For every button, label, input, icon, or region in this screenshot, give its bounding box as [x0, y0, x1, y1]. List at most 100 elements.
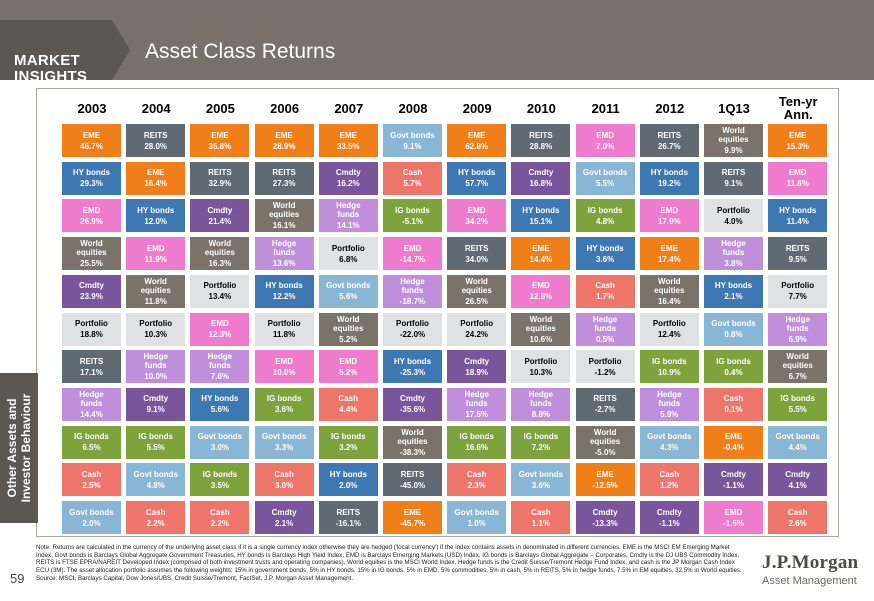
section-sidebar-label: Other Assets and Investor Behaviour — [5, 394, 33, 503]
cell-value: 3.0% — [274, 480, 294, 490]
cell-asset-label: Portfolio — [460, 319, 494, 328]
cell-value: -0.4% — [723, 443, 744, 453]
cell-asset-label: EMD — [211, 319, 229, 328]
cell-govt-bonds: Govt bonds 3.6% — [511, 463, 571, 497]
cell-value: 4.4% — [339, 405, 358, 415]
cell-asset-label: Portfolio — [652, 319, 686, 328]
cell-value: -12.5% — [592, 480, 618, 490]
cell-asset-label: Hedge funds — [721, 239, 746, 258]
cell-value: 28.0% — [144, 141, 168, 151]
cell-value: 35.8% — [208, 141, 232, 151]
cell-asset-label: EME — [147, 168, 165, 178]
cell-asset-label: REITS — [272, 168, 296, 178]
cell-value: 12.3% — [208, 330, 232, 339]
column-header: 2007 — [334, 100, 364, 116]
cell-reits: REITS 27.3% — [254, 161, 314, 195]
cell-value: 0.4% — [724, 367, 743, 377]
cell-hy-bonds: HY bonds 3.6% — [575, 237, 635, 271]
cell-asset-label: HY bonds — [586, 243, 624, 253]
cell-asset-label: Cmdty — [464, 356, 490, 366]
cell-cash: Cash 1.7% — [575, 274, 635, 308]
cell-hedge-funds: Hedge funds -18.7% — [383, 274, 442, 308]
cell-eme: EME 17.4% — [639, 237, 699, 271]
cell-asset-label: HY bonds — [458, 168, 496, 178]
cell-portfolio: Portfolio 13.4% — [190, 274, 250, 308]
cell-govt-bonds: Govt bonds 3.0% — [190, 425, 250, 459]
cell-asset-label: Hedge funds — [79, 389, 104, 408]
cell-value: -16.1% — [335, 518, 361, 528]
cell-asset-label: REITS — [143, 130, 168, 140]
cell-asset-label: Cmdty — [271, 507, 297, 517]
cell-world-equities: World equities 16.3% — [190, 237, 250, 271]
cell-value: 17.5% — [465, 409, 489, 419]
cell-value: -38.3% — [399, 447, 426, 457]
cell-value: 3.6% — [595, 254, 615, 264]
cell-value: 15.3% — [786, 141, 810, 151]
cell-value: 0.5% — [595, 334, 615, 344]
cell-value: 2.0% — [339, 480, 358, 490]
cell-asset-label: Cmdty — [143, 394, 169, 404]
cell-asset-label: EMD — [596, 130, 614, 140]
cell-asset-label: Cmdty — [207, 205, 233, 215]
cell-value: -13.3% — [592, 518, 618, 528]
column-header: 2005 — [205, 100, 235, 116]
cell-asset-label: IG bonds — [202, 469, 238, 479]
cell-value: 18.8% — [80, 330, 103, 339]
cell-value: 16.4% — [657, 296, 681, 306]
cell-ig-bonds: IG bonds 16.6% — [447, 425, 507, 459]
cell-value: 11.9% — [144, 254, 167, 264]
cell-value: -1.5% — [723, 518, 744, 528]
cell-asset-label: IG bonds — [651, 356, 687, 366]
cell-value: 3.0% — [210, 443, 229, 453]
cell-hedge-funds: Hedge funds 7.6% — [190, 350, 250, 384]
cell-portfolio: Portfolio 10.3% — [126, 312, 186, 346]
cell-asset-label: Hedge funds — [271, 239, 297, 258]
cell-hy-bonds: HY bonds 12.0% — [126, 199, 186, 233]
brand-badge: MARKET INSIGHTS — [0, 20, 112, 85]
cell-asset-label: REITS — [785, 243, 810, 253]
cell-value: 16.6% — [465, 443, 489, 453]
cell-reits: REITS -2.7% — [575, 387, 635, 421]
cell-value: 13.4% — [208, 292, 232, 302]
cell-govt-bonds: Govt bonds 1.0% — [447, 501, 507, 534]
cell-value: 33.5% — [336, 141, 360, 151]
cell-asset-label: Cash — [145, 507, 166, 517]
column-header: 2011 — [591, 100, 620, 116]
cell-asset-label: REITS — [593, 394, 617, 404]
cell-emd: EMD -14.7% — [383, 237, 442, 271]
cell-asset-label: Cash — [787, 507, 808, 517]
cell-asset-label: Cmdty — [592, 507, 618, 517]
cell-value: 57.7% — [465, 179, 489, 189]
cell-value: 34.2% — [465, 216, 489, 226]
cell-asset-label: HY bonds — [779, 205, 817, 215]
cell-value: 28.9% — [272, 141, 296, 151]
cell-asset-label: Hedge funds — [400, 276, 425, 295]
cell-value: 15.1% — [529, 216, 553, 226]
column-header: 2012 — [655, 100, 685, 116]
cell-world-equities: World equities 5.2% — [318, 312, 378, 346]
cell-value: 0.1% — [724, 405, 743, 415]
cell-value: 7.0% — [595, 141, 615, 151]
cell-asset-label: IG bonds — [459, 432, 495, 442]
cell-asset-label: EME — [789, 130, 807, 140]
cell-asset-label: World equities — [461, 276, 492, 295]
cell-portfolio: Portfolio -1.2% — [575, 350, 635, 384]
cell-asset-label: REITS — [79, 356, 104, 366]
cell-value: 1.0% — [467, 518, 486, 528]
cell-value: -25.3% — [399, 367, 426, 377]
header-bar: MARKET INSIGHTS Asset Class Returns — [0, 0, 874, 85]
cell-value: 62.8% — [465, 141, 489, 151]
cell-world-equities: World equities 10.6% — [511, 312, 571, 346]
cell-asset-label: Hedge funds — [464, 389, 489, 408]
cell-asset-label: Cmdty — [656, 507, 682, 517]
jpmorgan-logo: J.P.Morgan Asset Management — [762, 552, 858, 587]
cell-eme: EME 14.4% — [511, 237, 571, 271]
page-title: Asset Class Returns — [145, 40, 336, 63]
cell-hy-bonds: HY bonds 12.2% — [254, 274, 314, 308]
cell-asset-label: Cmdty — [79, 281, 104, 291]
cell-cmdty: Cmdty 16.2% — [318, 161, 378, 195]
cell-asset-label: HY bonds — [650, 168, 688, 178]
cell-value: 16.1% — [272, 221, 296, 231]
cell-ig-bonds: IG bonds -5.1% — [383, 199, 442, 233]
cell-asset-label: EME — [403, 507, 422, 517]
